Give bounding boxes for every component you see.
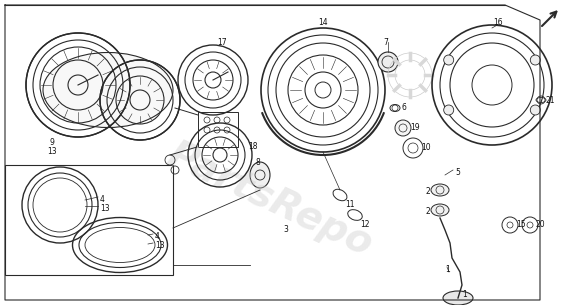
Text: 3: 3 [283, 225, 288, 234]
Text: 9: 9 [50, 138, 55, 147]
Text: 6: 6 [402, 103, 407, 112]
Text: PartsRepo: PartsRepo [162, 136, 379, 264]
Text: 17: 17 [217, 38, 226, 47]
Ellipse shape [443, 291, 473, 305]
Text: 2: 2 [425, 207, 430, 216]
Ellipse shape [431, 184, 449, 196]
Ellipse shape [250, 162, 270, 188]
Text: 4: 4 [155, 232, 160, 241]
Text: 14: 14 [318, 18, 328, 27]
Text: 1: 1 [462, 290, 467, 299]
Text: 15: 15 [516, 220, 526, 229]
Text: 4: 4 [100, 195, 105, 204]
Ellipse shape [43, 52, 173, 127]
Text: 16: 16 [493, 18, 503, 27]
Text: 13: 13 [47, 147, 57, 156]
Circle shape [444, 55, 454, 65]
Text: 18: 18 [248, 142, 258, 151]
Text: 5: 5 [455, 168, 460, 177]
Text: 2: 2 [425, 187, 430, 196]
Circle shape [395, 120, 411, 136]
Circle shape [378, 52, 398, 72]
Text: 21: 21 [546, 96, 555, 105]
Text: 11: 11 [345, 200, 354, 209]
Bar [5, 165, 173, 275]
Text: 12: 12 [360, 220, 369, 229]
Text: 8: 8 [256, 158, 261, 167]
Text: 10: 10 [421, 143, 431, 152]
Text: 7: 7 [383, 38, 388, 47]
Text: 13: 13 [155, 241, 164, 250]
Ellipse shape [431, 204, 449, 216]
Circle shape [530, 105, 540, 115]
Circle shape [530, 55, 540, 65]
Text: 19: 19 [410, 123, 420, 132]
Text: 1: 1 [445, 265, 450, 274]
Text: 20: 20 [536, 220, 545, 229]
Text: 13: 13 [100, 204, 109, 213]
Bar [198, 112, 238, 147]
Circle shape [444, 105, 454, 115]
